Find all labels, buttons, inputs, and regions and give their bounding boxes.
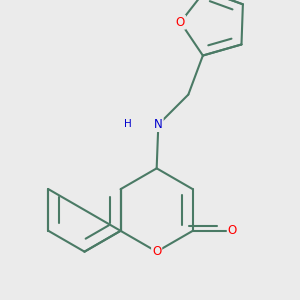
Text: H: H: [124, 119, 132, 129]
Text: O: O: [176, 16, 185, 29]
Text: O: O: [152, 245, 161, 258]
Text: N: N: [154, 118, 163, 131]
Text: O: O: [228, 224, 237, 237]
